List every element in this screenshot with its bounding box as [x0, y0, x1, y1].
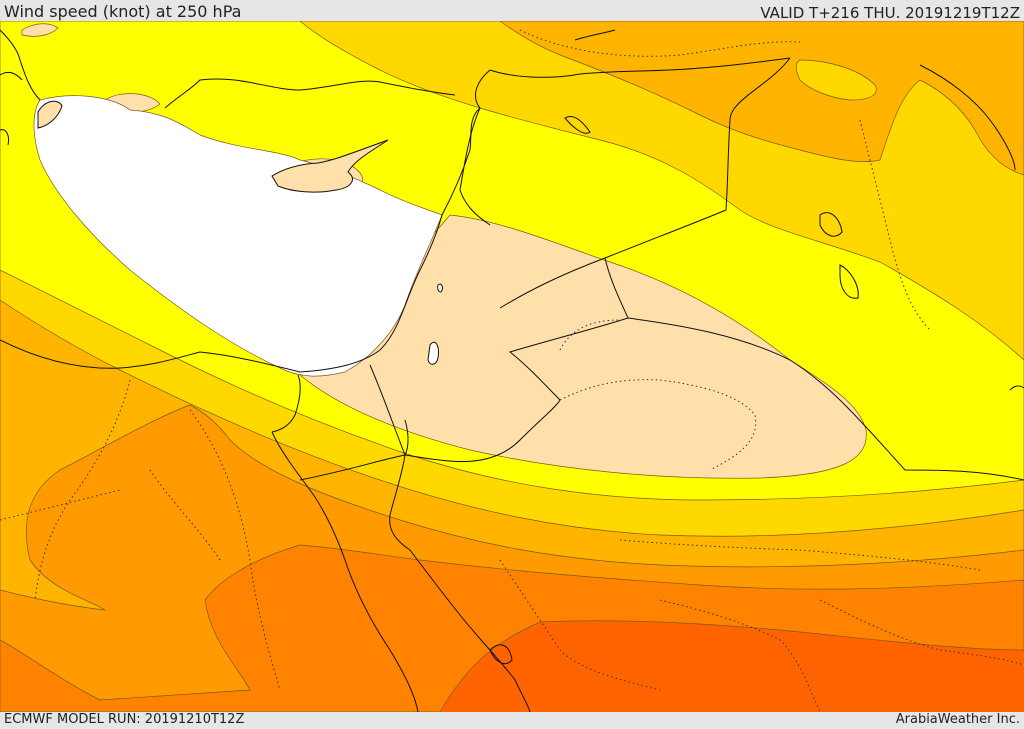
model-run-label: ECMWF MODEL RUN: 20191210T12Z — [4, 712, 245, 727]
header-bar: Wind speed (knot) at 250 hPa VALID T+216… — [0, 0, 1024, 22]
red-sea-coast — [271, 374, 531, 712]
cyprus-island — [271, 139, 389, 193]
country-borders — [299, 57, 1024, 481]
dead-sea — [427, 341, 439, 365]
band-amber-north — [499, 21, 1024, 176]
band-gold-pocket — [795, 59, 877, 101]
map-title: Wind speed (knot) at 250 hPa — [4, 2, 242, 21]
mediterranean-sea — [33, 95, 443, 377]
band-peach — [299, 214, 867, 479]
band-peach-nw — [21, 23, 59, 37]
wind-speed-map[interactable] — [0, 21, 1024, 712]
coastlines — [0, 29, 1024, 391]
admin-boundaries — [0, 29, 1024, 712]
island-west — [37, 100, 63, 129]
sea-of-galilee — [437, 283, 443, 293]
footer-bar: ECMWF MODEL RUN: 20191210T12Z ArabiaWeat… — [0, 712, 1024, 729]
credit-label: ArabiaWeather Inc. — [895, 712, 1020, 727]
valid-time: VALID T+216 THU. 20191219T12Z — [760, 4, 1020, 22]
